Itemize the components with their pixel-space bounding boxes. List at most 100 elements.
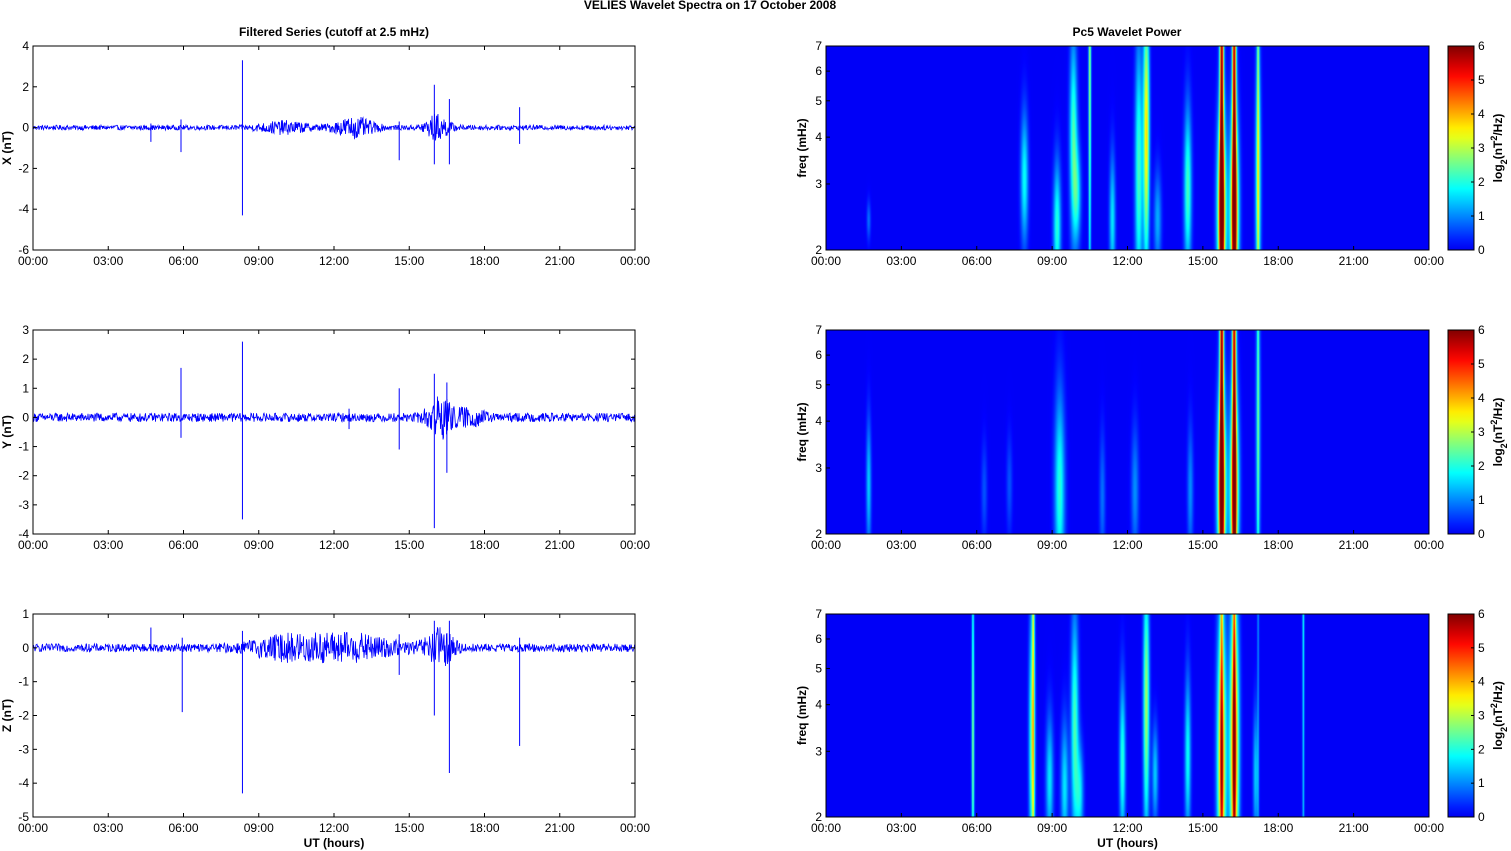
y-tick-label: 4 xyxy=(815,414,822,428)
colorbar-tick-label: 6 xyxy=(1478,39,1485,53)
x-tick-label: 06:00 xyxy=(962,821,992,835)
signal-trace xyxy=(33,341,635,529)
y-tick-label: 4 xyxy=(815,698,822,712)
x-tick-label: 03:00 xyxy=(886,254,916,268)
y-tick-label: 2 xyxy=(22,352,29,366)
x-tick-label: 00:00 xyxy=(18,254,48,268)
colorbar-tick-label: 0 xyxy=(1478,810,1485,824)
signal-trace xyxy=(33,620,635,794)
y-axis-label: Y (nT) xyxy=(0,415,14,449)
x-tick-label: 21:00 xyxy=(1339,538,1369,552)
y-tick-label: 2 xyxy=(815,527,822,541)
y-tick-label: 1 xyxy=(22,381,29,395)
x-tick-label: 00:00 xyxy=(1414,538,1444,552)
x-tick-label: 03:00 xyxy=(93,254,123,268)
colorbar-label: log2(nT2/Hz) xyxy=(1489,398,1509,467)
x-tick-label: 15:00 xyxy=(394,254,424,268)
y-axis-label: freq (mHz) xyxy=(795,118,809,177)
y-tick-label: -4 xyxy=(18,776,29,790)
x-tick-label: 00:00 xyxy=(620,538,650,552)
x-axis-label: UT (hours) xyxy=(304,836,365,850)
x-tick-label: 21:00 xyxy=(545,538,575,552)
x-tick-label: 12:00 xyxy=(1112,538,1142,552)
y-tick-label: -3 xyxy=(18,498,29,512)
colorbar-tick-label: 6 xyxy=(1478,607,1485,621)
x-tick-label: 12:00 xyxy=(319,821,349,835)
left-column-title: Filtered Series (cutoff at 2.5 mHz) xyxy=(239,25,429,39)
colorbar-tick-label: 3 xyxy=(1478,141,1485,155)
colorbar-label: log2(nT2/Hz) xyxy=(1489,114,1509,183)
y-tick-label: -5 xyxy=(18,810,29,824)
y-tick-label: 4 xyxy=(815,130,822,144)
x-tick-label: 18:00 xyxy=(1263,538,1293,552)
colorbar-tick-label: 3 xyxy=(1478,425,1485,439)
y-tick-label: 3 xyxy=(815,177,822,191)
y-tick-label: 5 xyxy=(815,662,822,676)
y-axis-label: X (nT) xyxy=(0,131,14,165)
x-tick-label: 03:00 xyxy=(886,538,916,552)
y-tick-label: -1 xyxy=(18,440,29,454)
y-axis-label: freq (mHz) xyxy=(795,686,809,745)
colorbar xyxy=(1447,45,1475,251)
x-tick-label: 12:00 xyxy=(319,538,349,552)
y-tick-label: 7 xyxy=(815,607,822,621)
colorbar xyxy=(1447,329,1475,535)
x-tick-label: 09:00 xyxy=(1037,254,1067,268)
x-tick-label: 00:00 xyxy=(1414,254,1444,268)
x-tick-label: 15:00 xyxy=(1188,538,1218,552)
y-tick-label: 6 xyxy=(815,348,822,362)
y-tick-label: -3 xyxy=(18,742,29,756)
x-tick-label: 06:00 xyxy=(168,254,198,268)
colorbar-tick-label: 5 xyxy=(1478,641,1485,655)
wavelet-power-map xyxy=(826,330,1429,534)
y-tick-label: 3 xyxy=(815,461,822,475)
x-tick-label: 21:00 xyxy=(1339,254,1369,268)
y-tick-label: 6 xyxy=(815,632,822,646)
colorbar-label: log2(nT2/Hz) xyxy=(1489,681,1509,750)
y-tick-label: -2 xyxy=(18,469,29,483)
wavelet-power-map xyxy=(826,46,1429,250)
x-tick-label: 00:00 xyxy=(620,254,650,268)
x-tick-label: 18:00 xyxy=(469,254,499,268)
x-tick-label: 03:00 xyxy=(93,538,123,552)
right-column-title: Pc5 Wavelet Power xyxy=(1073,25,1182,39)
spectrogram-panel: 2 3 4 5 6 7 freq (mHz) 0 1 2 3 4 5 6 log2(nT2/Hz) 00:00… xyxy=(795,39,1509,268)
colorbar-tick-label: 1 xyxy=(1478,493,1485,507)
colorbar-tick-label: 3 xyxy=(1478,709,1485,723)
x-tick-label: 00:00 xyxy=(620,821,650,835)
y-tick-label: 6 xyxy=(815,64,822,78)
x-tick-label: 06:00 xyxy=(168,821,198,835)
colorbar-tick-label: 2 xyxy=(1478,459,1485,473)
colorbar-tick-label: 6 xyxy=(1478,323,1485,337)
colorbar-tick-label: 5 xyxy=(1478,73,1485,87)
x-tick-label: 18:00 xyxy=(1263,821,1293,835)
x-tick-label: 15:00 xyxy=(394,538,424,552)
plot-frame xyxy=(32,45,636,251)
y-axis-label: freq (mHz) xyxy=(795,402,809,461)
x-tick-label: 09:00 xyxy=(244,254,274,268)
y-tick-label: 4 xyxy=(22,39,29,53)
colorbar-tick-label: 2 xyxy=(1478,742,1485,756)
time-series-panel: 3 2 1 0 -1 -2 -3 -4 Y (nT) 00:00 03:00 06:00 09:00 12… xyxy=(0,323,650,552)
y-axis-label: Z (nT) xyxy=(0,699,14,732)
colorbar-tick-label: 4 xyxy=(1478,107,1485,121)
x-tick-label: 03:00 xyxy=(886,821,916,835)
x-axis-label: UT (hours) xyxy=(1097,836,1158,850)
x-tick-label: 21:00 xyxy=(545,821,575,835)
x-tick-label: 00:00 xyxy=(811,254,841,268)
y-tick-label: -6 xyxy=(18,243,29,257)
figure-title: VELIES Wavelet Spectra on 17 October 200… xyxy=(584,0,837,12)
y-tick-label: 1 xyxy=(22,607,29,621)
colorbar-tick-label: 4 xyxy=(1478,391,1485,405)
x-tick-label: 00:00 xyxy=(18,538,48,552)
colorbar-tick-label: 1 xyxy=(1478,776,1485,790)
y-tick-label: -2 xyxy=(18,709,29,723)
x-tick-label: 06:00 xyxy=(168,538,198,552)
x-tick-label: 12:00 xyxy=(1112,254,1142,268)
x-tick-label: 15:00 xyxy=(1188,821,1218,835)
colorbar-tick-label: 2 xyxy=(1478,175,1485,189)
x-tick-label: 00:00 xyxy=(1414,821,1444,835)
colorbar-tick-label: 4 xyxy=(1478,675,1485,689)
x-tick-label: 06:00 xyxy=(962,538,992,552)
y-tick-label: 5 xyxy=(815,378,822,392)
